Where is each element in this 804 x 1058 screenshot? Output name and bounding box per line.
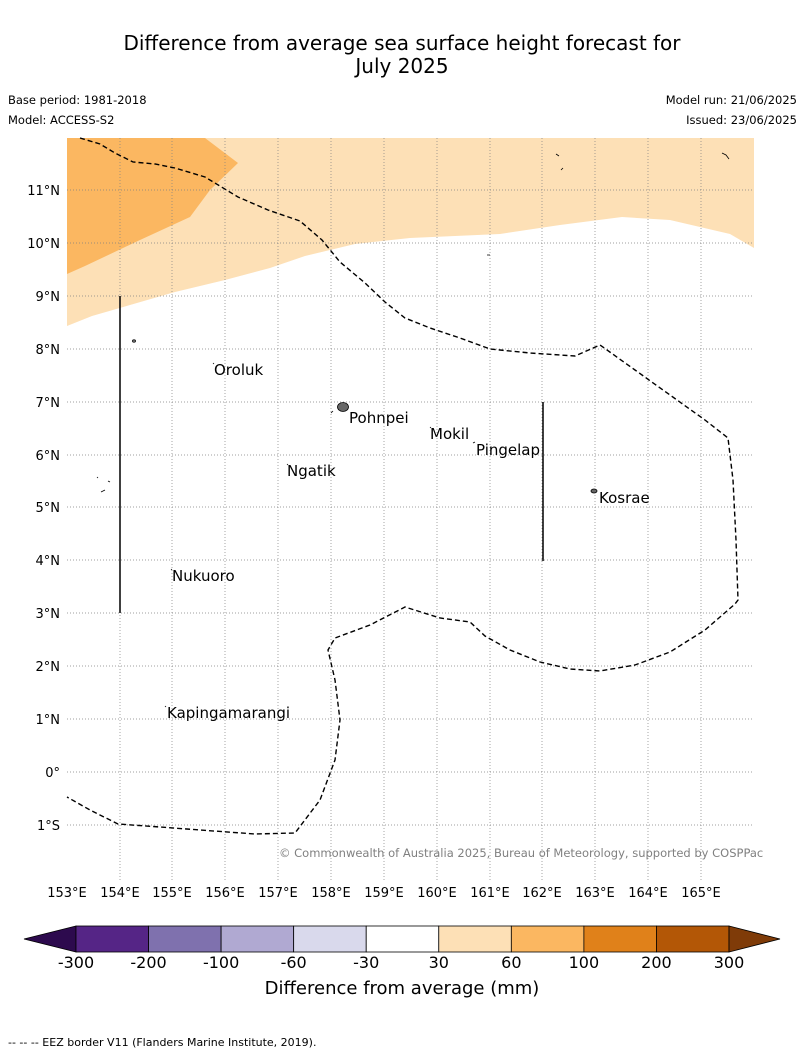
place-labels: Oroluk Pohnpei Mokil Pingelap Ngatik Kos…: [167, 361, 650, 722]
lon-label: 158°E: [311, 886, 351, 901]
lat-label: 1°S: [37, 819, 60, 834]
colorbar-title: Difference from average (mm): [264, 978, 540, 999]
model-name: Model: ACCESS-S2: [8, 113, 115, 127]
island-mark: [132, 339, 136, 343]
eez-footnote: -- -- -- EEZ border V11 (Flanders Marine…: [8, 1036, 317, 1049]
lat-labels: 11°N 10°N 9°N 8°N 7°N 6°N 5°N 4°N 3°N 2°…: [27, 184, 60, 834]
colorbar-bin: [148, 925, 222, 953]
anomaly-60-100-region: [67, 138, 238, 274]
lat-label: 0°: [45, 766, 60, 781]
lat-label: 10°N: [27, 237, 60, 252]
grid-lines: [67, 138, 754, 880]
lat-label: 1°N: [36, 713, 61, 728]
map-title-line2: July 2025: [355, 54, 449, 78]
colorbar-tick-label: 300: [713, 953, 745, 972]
lon-label: 160°E: [417, 886, 457, 901]
place-label-nukuoro: Nukuoro: [172, 567, 235, 585]
colorbar-tick-label: 60: [501, 953, 522, 972]
lon-label: 157°E: [258, 886, 298, 901]
colorbar-bin: [438, 925, 512, 953]
place-label-oroluk: Oroluk: [214, 361, 263, 379]
lon-label: 161°E: [470, 886, 510, 901]
place-label-kosrae: Kosrae: [599, 489, 650, 507]
lon-label: 163°E: [575, 886, 615, 901]
anomaly-shading: [67, 138, 754, 326]
lat-label: 7°N: [36, 396, 61, 411]
lon-labels: 153°E 154°E 155°E 156°E 157°E 158°E 159°…: [47, 886, 721, 901]
lon-label: 156°E: [205, 886, 245, 901]
colorbar-tick-label: 100: [568, 953, 600, 972]
lat-label: 9°N: [36, 290, 61, 305]
colorbar-tick-label: -30: [353, 953, 380, 972]
colorbar-bin: [583, 925, 657, 953]
lon-label: 162°E: [522, 886, 562, 901]
eez-border: [66, 137, 739, 835]
issued-date: Issued: 23/06/2025: [686, 113, 797, 127]
kosrae-island: [590, 488, 598, 494]
copyright-notice: © Commonwealth of Australia 2025, Bureau…: [279, 846, 764, 860]
colorbar-bin: [365, 925, 440, 953]
transect-lines: [119, 296, 544, 613]
colorbar-tick-label: 200: [641, 953, 672, 972]
lon-label: 154°E: [100, 886, 140, 901]
lat-label: 4°N: [36, 554, 61, 569]
lat-label: 2°N: [36, 660, 61, 675]
lat-label: 8°N: [36, 343, 61, 358]
colorbar-bin: [656, 925, 730, 953]
base-period: Base period: 1981-2018: [8, 93, 147, 107]
colorbar: [23, 925, 781, 953]
colorbar-bin: [75, 925, 149, 953]
lon-label: 164°E: [628, 886, 668, 901]
map-title-line1: Difference from average sea surface heig…: [123, 31, 681, 55]
colorbar-tick-label: -60: [280, 953, 307, 972]
place-label-mokil: Mokil: [430, 425, 469, 443]
place-label-kapingamarangi: Kapingamarangi: [167, 704, 290, 722]
colorbar-under-arrow: [23, 925, 77, 953]
model-run: Model run: 21/06/2025: [665, 93, 797, 107]
colorbar-tick-label: -100: [202, 953, 240, 972]
lon-label: 165°E: [681, 886, 721, 901]
colorbar-tick-label: -300: [57, 953, 95, 972]
island-mark: [96, 152, 730, 708]
lat-label: 11°N: [27, 184, 60, 199]
colorbar-tick-label: -200: [130, 953, 167, 972]
lat-label: 3°N: [36, 607, 61, 622]
colorbar-tick-label: 30: [428, 953, 449, 972]
colorbar-bin: [293, 925, 367, 953]
colorbar-bin: [510, 925, 585, 953]
islands: [96, 152, 730, 708]
lon-label: 159°E: [364, 886, 404, 901]
lon-label: 155°E: [152, 886, 192, 901]
place-label-pingelap: Pingelap: [476, 441, 540, 459]
place-label-ngatik: Ngatik: [287, 462, 336, 480]
anomaly-30-60-region: [67, 138, 754, 326]
lat-label: 6°N: [36, 449, 61, 464]
pohnpei-island: [337, 402, 349, 412]
place-label-pohnpei: Pohnpei: [349, 409, 409, 427]
colorbar-over-arrow: [728, 925, 781, 953]
colorbar-bin: [220, 925, 295, 953]
map-title: Difference from average sea surface heig…: [0, 32, 804, 78]
lon-label: 153°E: [47, 886, 87, 901]
lat-label: 5°N: [36, 501, 61, 516]
